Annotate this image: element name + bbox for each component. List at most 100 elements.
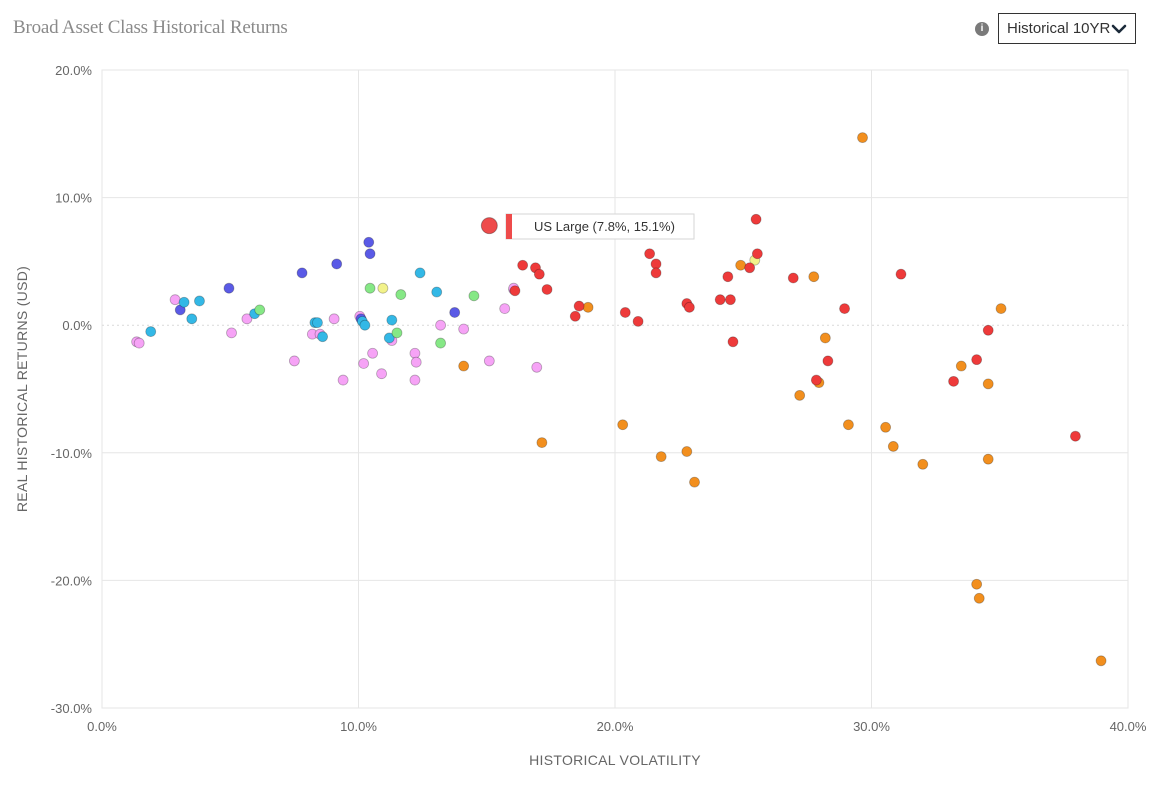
data-point-red[interactable] (822, 355, 834, 367)
data-point-pink[interactable] (376, 368, 387, 380)
data-point-cyan[interactable] (414, 267, 426, 279)
data-point-orange[interactable] (735, 259, 747, 271)
info-icon[interactable]: i (975, 22, 989, 36)
data-point-red[interactable] (895, 268, 907, 280)
data-point-orange[interactable] (819, 332, 831, 344)
data-point-cyan[interactable] (431, 286, 443, 298)
data-point-green[interactable] (395, 289, 407, 300)
data-point-pink[interactable] (133, 337, 145, 349)
data-point-green[interactable] (364, 282, 376, 294)
tooltip-text: US Large (7.8%, 15.1%) (534, 219, 675, 234)
data-point-red[interactable] (751, 248, 763, 260)
data-point-red[interactable] (725, 294, 736, 306)
data-point-pink[interactable] (499, 303, 511, 315)
data-point-cyan[interactable] (383, 332, 395, 344)
data-point-orange[interactable] (843, 419, 854, 431)
data-point-red[interactable] (569, 310, 581, 322)
data-point-red[interactable] (722, 271, 734, 283)
data-point-red[interactable] (744, 262, 756, 274)
data-point-red[interactable] (714, 294, 726, 306)
data-point-orange[interactable] (887, 441, 899, 452)
data-point-orange[interactable] (973, 592, 985, 604)
data-point-red[interactable] (971, 354, 983, 366)
data-point-orange[interactable] (880, 421, 892, 433)
data-point-orange[interactable] (955, 360, 967, 372)
data-point-blue[interactable] (449, 307, 461, 318)
data-point-pink[interactable] (169, 294, 181, 306)
data-point-red[interactable] (810, 374, 822, 386)
data-point-red[interactable] (509, 285, 521, 297)
data-point-orange[interactable] (458, 360, 470, 372)
data-point-green[interactable] (254, 304, 266, 316)
data-point-orange[interactable] (1095, 655, 1107, 667)
data-point-orange[interactable] (808, 271, 820, 283)
data-point-blue[interactable] (364, 248, 376, 260)
y-tick-label: -20.0% (51, 573, 93, 588)
data-point-pink[interactable] (409, 347, 421, 359)
data-point-red[interactable] (683, 301, 695, 313)
data-point-blue[interactable] (296, 267, 308, 279)
data-point-red[interactable] (839, 303, 850, 315)
data-point-yellow[interactable] (377, 282, 389, 294)
data-point-orange[interactable] (536, 437, 548, 448)
data-point-blue[interactable] (223, 282, 235, 294)
data-point-red[interactable] (948, 375, 959, 387)
data-point-blue[interactable] (331, 258, 343, 270)
data-point-pink[interactable] (410, 356, 422, 368)
data-point-orange[interactable] (917, 458, 929, 470)
data-point-orange[interactable] (857, 132, 868, 144)
data-point-red[interactable] (517, 259, 529, 271)
data-point-cyan[interactable] (178, 296, 190, 308)
data-point-red[interactable] (619, 307, 631, 318)
data-point-red[interactable] (650, 267, 662, 279)
data-point-orange[interactable] (982, 378, 994, 390)
data-point-pink[interactable] (288, 355, 300, 367)
data-point-pink[interactable] (358, 358, 370, 369)
data-point-orange[interactable] (655, 451, 667, 463)
data-point-cyan[interactable] (145, 326, 157, 337)
data-point-cyan[interactable] (317, 331, 328, 343)
data-point-orange[interactable] (617, 419, 629, 431)
data-point-orange[interactable] (689, 476, 700, 488)
data-point-cyan[interactable] (359, 319, 371, 331)
data-point-pink[interactable] (483, 355, 495, 367)
data-point-pink[interactable] (435, 319, 446, 331)
data-point-cyan[interactable] (186, 313, 198, 325)
data-point-red[interactable] (541, 284, 553, 295)
data-point-red[interactable] (727, 336, 739, 348)
tooltip-color-bar (506, 214, 512, 239)
data-point-cyan[interactable] (386, 314, 398, 326)
data-point-orange[interactable] (971, 578, 983, 590)
data-point-orange[interactable] (982, 453, 994, 465)
data-point-red[interactable] (632, 315, 644, 327)
data-point-red[interactable] (533, 268, 545, 280)
period-select[interactable]: Historical 10YR (998, 13, 1136, 44)
data-point-red[interactable] (650, 258, 662, 270)
data-point-pink[interactable] (241, 313, 253, 325)
data-point-red[interactable] (573, 300, 585, 312)
data-point-red[interactable] (1070, 430, 1081, 442)
data-point-green[interactable] (468, 290, 480, 302)
data-point-orange[interactable] (995, 303, 1007, 315)
data-point-pink[interactable] (458, 323, 470, 335)
x-tick-label: 10.0% (340, 719, 377, 734)
data-point-green[interactable] (435, 337, 446, 349)
data-point-red[interactable] (644, 248, 656, 260)
data-point-green[interactable] (391, 327, 403, 339)
data-point-red[interactable] (787, 272, 799, 284)
data-point-pink[interactable] (409, 374, 421, 386)
data-point-orange[interactable] (794, 389, 806, 401)
data-point-pink[interactable] (367, 347, 379, 359)
data-point-cyan[interactable] (312, 317, 323, 329)
data-point-pink[interactable] (531, 361, 543, 373)
data-point-blue[interactable] (363, 236, 375, 248)
data-point-red[interactable] (982, 324, 994, 336)
data-point-pink[interactable] (328, 313, 340, 325)
highlighted-point[interactable] (480, 217, 498, 235)
data-point-orange[interactable] (582, 301, 594, 313)
data-point-pink[interactable] (337, 374, 349, 386)
data-point-cyan[interactable] (194, 295, 205, 307)
data-point-pink[interactable] (226, 327, 237, 339)
data-point-red[interactable] (750, 213, 762, 225)
data-point-orange[interactable] (681, 446, 693, 457)
